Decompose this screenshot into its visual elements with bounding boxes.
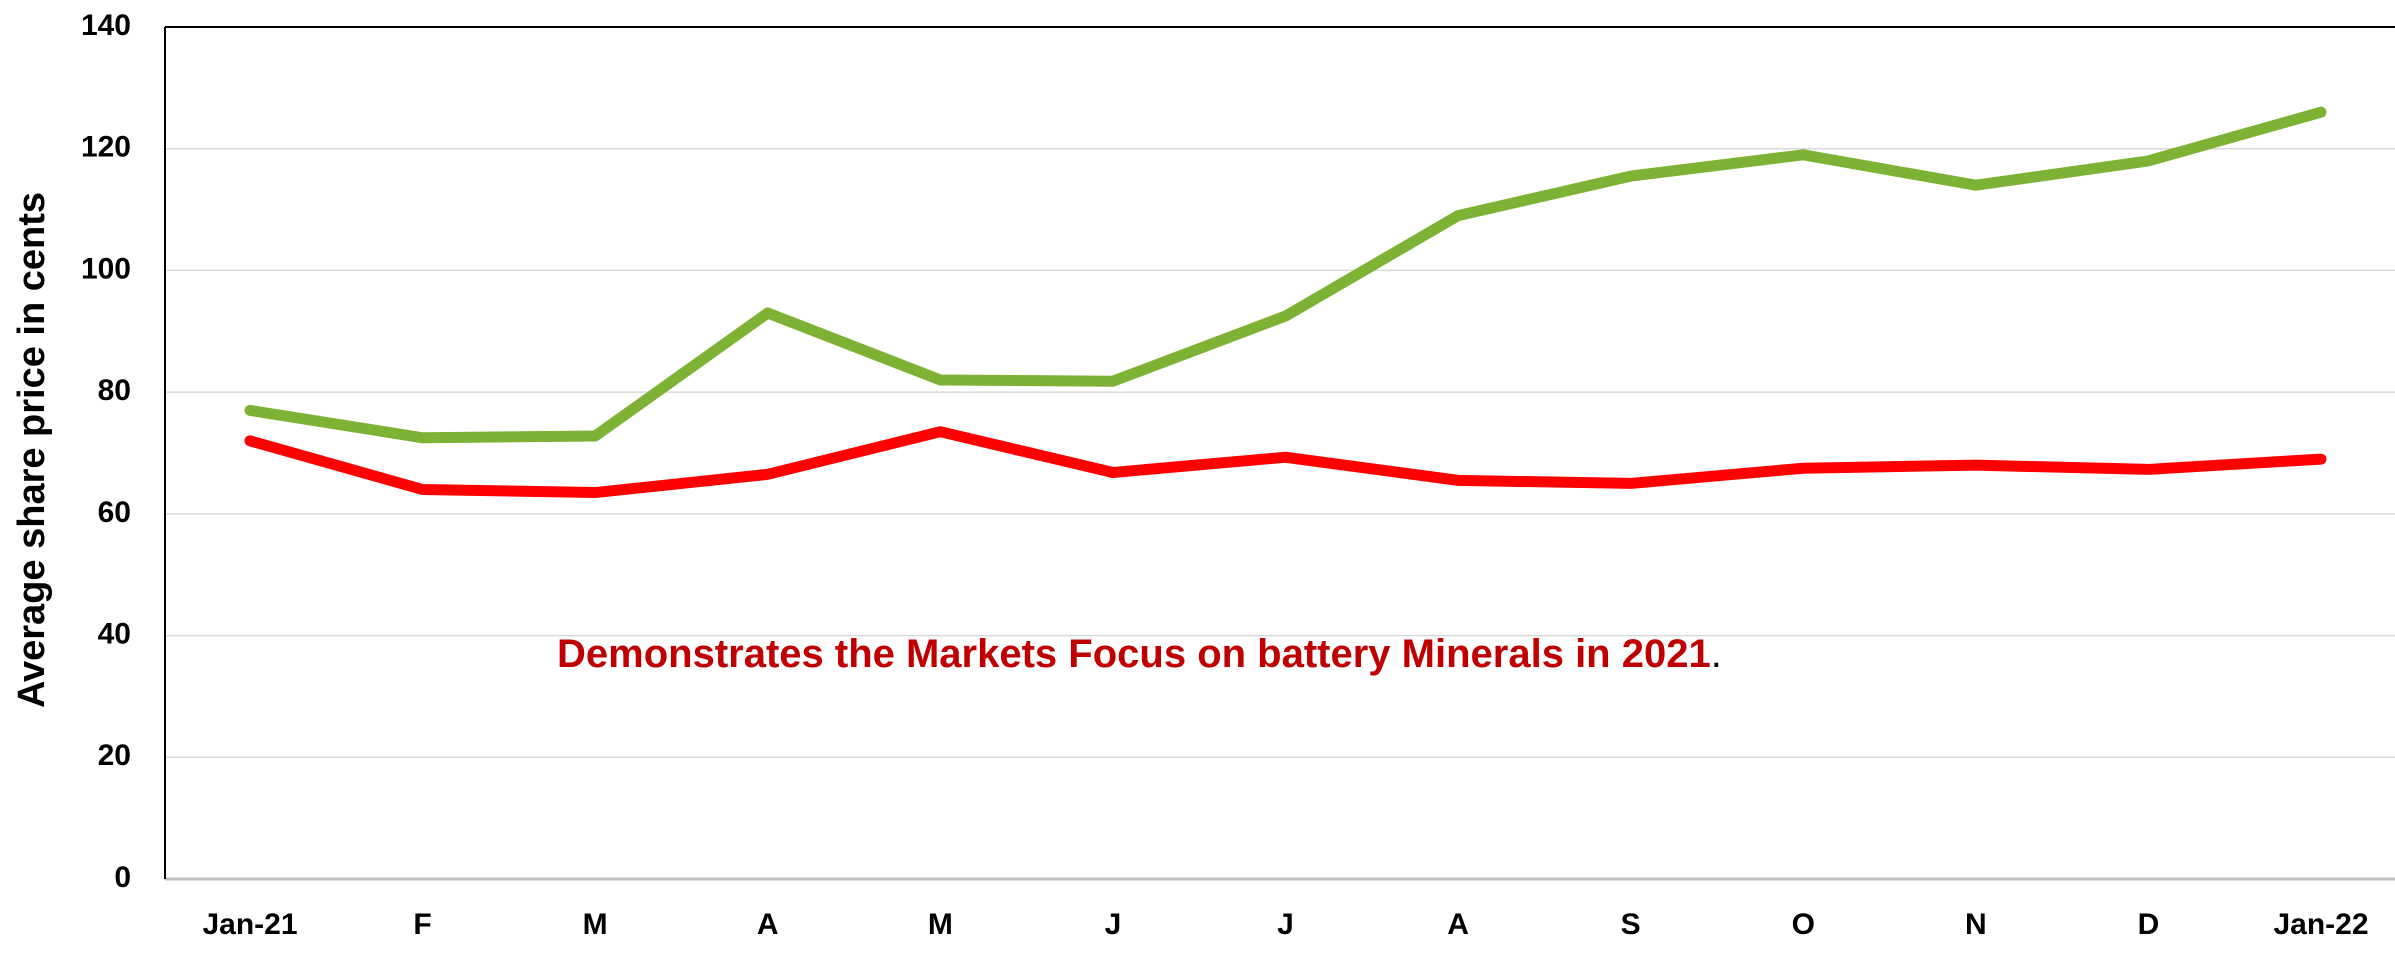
y-tick-label: 40 bbox=[98, 617, 131, 650]
series-line bbox=[244, 426, 2327, 499]
y-tick-label: 140 bbox=[81, 9, 131, 42]
x-tick-label: F bbox=[413, 908, 431, 941]
y-tick-label: 120 bbox=[81, 131, 131, 164]
x-tick-label: M bbox=[928, 908, 953, 941]
annotation-period: . bbox=[1711, 632, 1722, 676]
x-tick-label: S bbox=[1621, 908, 1641, 941]
annotation-text: Demonstrates the Markets Focus on batter… bbox=[557, 632, 1711, 676]
x-tick-label: N bbox=[1965, 908, 1987, 941]
y-axis-label: Average share price in cents bbox=[11, 192, 53, 708]
x-tick-label: Jan-21 bbox=[202, 908, 297, 941]
x-tick-label: J bbox=[1277, 908, 1294, 941]
y-tick-label: 80 bbox=[98, 374, 131, 407]
y-tick-label: 20 bbox=[98, 739, 131, 772]
x-tick-label: D bbox=[2138, 908, 2160, 941]
y-tick-label: 60 bbox=[98, 496, 131, 529]
x-tick-label: M bbox=[583, 908, 608, 941]
x-tick-label: Jan-22 bbox=[2273, 908, 2368, 941]
x-tick-label: J bbox=[1105, 908, 1122, 941]
y-tick-label: 100 bbox=[81, 252, 131, 285]
x-tick-label: O bbox=[1792, 908, 1815, 941]
y-tick-label: 0 bbox=[114, 861, 131, 894]
annotation: Demonstrates the Markets Focus on batter… bbox=[557, 632, 1722, 676]
x-tick-label: A bbox=[1447, 908, 1469, 941]
x-tick-label: A bbox=[757, 908, 779, 941]
series-line bbox=[244, 106, 2327, 444]
